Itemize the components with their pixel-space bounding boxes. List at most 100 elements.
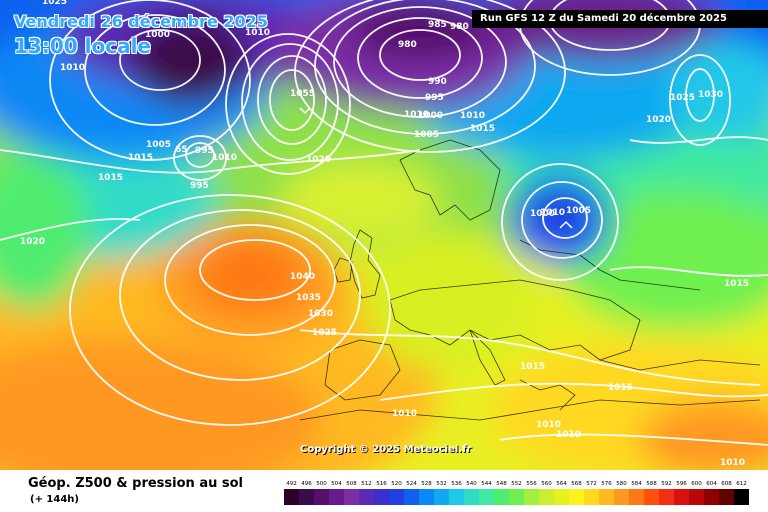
legend-tick-label: 536: [451, 481, 462, 487]
legend-tick-label: 580: [616, 481, 627, 487]
legend-tick-label: 560: [541, 481, 552, 487]
isobar-label: 995: [425, 93, 444, 103]
legend-swatch: [374, 489, 389, 505]
legend-tick-label: 588: [646, 481, 657, 487]
legend-swatch: [509, 489, 524, 505]
lead-time: (+ 144h): [30, 494, 79, 505]
isobar-label: 65: [175, 145, 188, 155]
legend-tick-label: 528: [421, 481, 432, 487]
legend-swatch: [344, 489, 359, 505]
isobar-label: 980: [450, 22, 469, 32]
isobar-label: 1055: [290, 89, 315, 99]
isobar-label: 1010: [536, 420, 561, 430]
isobar-label: 1025: [312, 328, 337, 338]
isobar-label: 1010: [212, 153, 237, 163]
legend-tick-label: 596: [676, 481, 687, 487]
isobar-label: 1000: [418, 111, 443, 121]
isobar-label: 1010: [392, 409, 417, 419]
isobar-label: 1000: [530, 209, 555, 219]
legend-swatch: [314, 489, 329, 505]
legend-tick-label: 548: [496, 481, 507, 487]
isobar-label: 1015: [128, 153, 153, 163]
isobar-label: 1010: [460, 111, 485, 121]
legend-swatch: [734, 489, 749, 505]
isobar-label: 1005: [146, 140, 171, 150]
isobar-label: 1010: [245, 28, 270, 38]
legend-swatch: [404, 489, 419, 505]
copyright-notice: Copyright © 2025 Meteociel.fr: [300, 444, 472, 455]
isobar-label: 995: [195, 146, 214, 156]
isobar-label: 1020: [20, 237, 45, 247]
legend-swatch: [329, 489, 344, 505]
legend-swatch: [614, 489, 629, 505]
legend-swatch: [479, 489, 494, 505]
legend-swatch: [464, 489, 479, 505]
isobar-label: 1010: [404, 110, 429, 120]
isobar-label: 1040: [290, 272, 315, 282]
legend-tick-label: 600: [691, 481, 702, 487]
isobar-label: 1015: [98, 173, 123, 183]
legend-tick-label: 612: [736, 481, 747, 487]
legend-tick-label: 512: [361, 481, 372, 487]
legend-tick-label: 556: [526, 481, 537, 487]
legend-swatch: [554, 489, 569, 505]
legend-swatch: [539, 489, 554, 505]
pressure-centers: [299, 107, 573, 229]
high-center-marker: [299, 107, 311, 115]
legend-tick-label: 544: [481, 481, 492, 487]
legend-tick-label: 496: [301, 481, 312, 487]
parameter-title: Géop. Z500 & pression au sol: [28, 476, 243, 491]
isobar-label: 1005: [414, 130, 439, 140]
isobar-label: 990: [428, 77, 447, 87]
isobar-label: 1025: [670, 93, 695, 103]
legend-swatch: [674, 489, 689, 505]
isobar-label: 1005: [566, 206, 591, 216]
isobar-label: 995: [190, 181, 209, 191]
isobar-label: 1010: [556, 430, 581, 440]
isobar-label: 1020: [646, 115, 671, 125]
run-info-banner: Run GFS 12 Z du Samedi 20 décembre 2025: [472, 10, 768, 28]
isobar-label: 985: [428, 20, 447, 30]
legend-swatch: [299, 489, 314, 505]
isobar-label: 1025: [42, 0, 67, 7]
legend-tick-label: 492: [286, 481, 297, 487]
legend-tick-label: 532: [436, 481, 447, 487]
legend-tick-label: 576: [601, 481, 612, 487]
legend-tick-label: 572: [586, 481, 597, 487]
color-legend: 492 496 500 504 508 512 516 520 524 528 532 536 540 5…: [284, 481, 749, 505]
legend-swatch: [644, 489, 659, 505]
legend-swatch: [449, 489, 464, 505]
legend-swatch: [389, 489, 404, 505]
legend-swatch: [704, 489, 719, 505]
isobar-label: 1015: [470, 124, 495, 134]
legend-tick-label: 500: [316, 481, 327, 487]
legend-swatch: [659, 489, 674, 505]
legend-swatch: [719, 489, 734, 505]
legend-swatch: [434, 489, 449, 505]
legend-swatch: [629, 489, 644, 505]
legend-tick-label: 524: [406, 481, 417, 487]
legend-tick-label: 564: [556, 481, 567, 487]
legend-tick-label: 592: [661, 481, 672, 487]
legend-tick-label: 520: [391, 481, 402, 487]
legend-swatch: [524, 489, 539, 505]
legend-swatch: [599, 489, 614, 505]
isobar-label: 1010: [720, 458, 745, 468]
legend-tick-label: 608: [721, 481, 732, 487]
isobar-label: 1000: [145, 30, 170, 40]
legend-tick-label: 584: [631, 481, 642, 487]
isobar-label: 1010: [60, 63, 85, 73]
legend-tick-label: 552: [511, 481, 522, 487]
legend-swatch: [584, 489, 599, 505]
legend-tick-label: 604: [706, 481, 717, 487]
isobar-label: 1015: [724, 279, 749, 289]
legend-swatch: [689, 489, 704, 505]
legend-tick-label: 540: [466, 481, 477, 487]
legend-swatch: [284, 489, 299, 505]
legend-tick-label: 568: [571, 481, 582, 487]
isobar-label: 1015: [608, 383, 633, 393]
isobar-label: 1035: [296, 293, 321, 303]
